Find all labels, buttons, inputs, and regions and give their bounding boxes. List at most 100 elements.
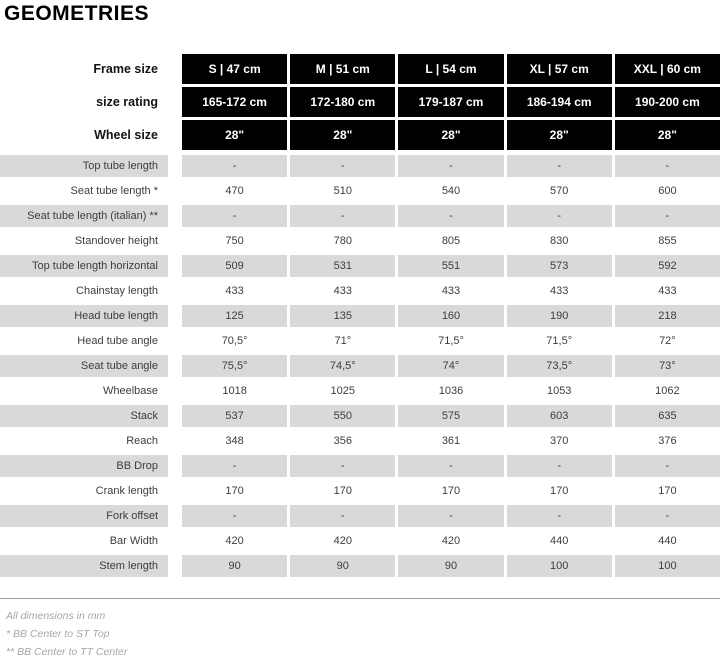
spec-value-cell: 635	[614, 405, 720, 427]
spec-row-label: Stack	[0, 405, 168, 427]
header-row-label: size rating	[96, 95, 158, 109]
spec-value-cell: 100	[614, 555, 720, 577]
size-rating-cell: 186-194 cm	[506, 87, 612, 117]
spec-row-label: Top tube length horizontal	[0, 255, 168, 277]
spec-value-cell: -	[506, 205, 612, 227]
header-row-wheel-size: Wheel size 28" 28" 28" 28" 28"	[0, 120, 720, 150]
spec-row-label: Fork offset	[0, 505, 168, 527]
spec-value-cell: -	[614, 155, 720, 177]
spec-value-cell: 420	[441, 535, 461, 547]
column-spacer	[171, 180, 179, 202]
spec-value-cell: 780	[333, 235, 352, 247]
spec-row-label: Standover height	[74, 235, 158, 247]
column-spacer	[171, 505, 179, 527]
spec-value-cell: 90	[290, 555, 396, 577]
column-spacer	[171, 155, 179, 177]
column-spacer	[171, 205, 179, 227]
spec-value-cell: 531	[290, 255, 396, 277]
spec-value-cell: -	[614, 205, 720, 227]
spec-row-stem-length: Stem length 90 90 90 100 100	[0, 555, 720, 577]
spec-row-label: Crank length	[95, 485, 158, 497]
size-rating-cell: 165-172 cm	[182, 87, 288, 117]
spec-value-cell: 170	[550, 485, 569, 497]
table-footnotes: All dimensions in mm * BB Center to ST T…	[0, 598, 720, 657]
spec-row-bar-width: Bar Width 420 420 420 440 440	[0, 530, 720, 552]
spec-value-cell: 71°	[334, 335, 352, 347]
spec-value-cell: -	[182, 155, 288, 177]
frame-size-cell: M | 51 cm	[290, 54, 396, 84]
spec-value-cell: 433	[441, 285, 461, 297]
spec-value-cell: 592	[614, 255, 720, 277]
spec-value-cell: 170	[441, 485, 461, 497]
spec-row-seat-tube-length-italian: Seat tube length (italian) ** - - - - -	[0, 205, 720, 227]
spec-value-cell: 1053	[546, 385, 572, 397]
column-spacer	[171, 530, 179, 552]
spec-value-cell: 1036	[438, 385, 464, 397]
spec-value-cell: 190	[506, 305, 612, 327]
spec-value-cell: 510	[333, 185, 352, 197]
spec-row-reach: Reach 348 356 361 370 376	[0, 430, 720, 452]
header-row-label: Wheel size	[94, 128, 158, 142]
spec-value-cell: 551	[398, 255, 504, 277]
spec-value-cell: 376	[658, 435, 677, 447]
spec-value-cell: 170	[333, 485, 352, 497]
spec-value-cell: 75,5°	[182, 355, 288, 377]
spec-row-label: Stem length	[0, 555, 168, 577]
spec-value-cell: 440	[658, 535, 677, 547]
column-spacer	[171, 87, 179, 117]
table-header: Frame size S | 47 cm M | 51 cm L | 54 cm XL …	[0, 54, 720, 150]
spec-value-cell: 1025	[330, 385, 356, 397]
column-spacer	[171, 280, 179, 302]
footnote-seat-tube: * BB Center to ST Top	[6, 628, 110, 640]
spec-value-cell: 74,5°	[290, 355, 396, 377]
spec-value-cell: 603	[506, 405, 612, 427]
spec-value-cell: 73,5°	[506, 355, 612, 377]
spec-value-cell: 100	[506, 555, 612, 577]
frame-size-cell: S | 47 cm	[182, 54, 288, 84]
spec-value-cell: 218	[614, 305, 720, 327]
column-spacer	[171, 455, 179, 477]
frame-size-cell: L | 54 cm	[398, 54, 504, 84]
column-spacer	[171, 480, 179, 502]
wheel-size-cell: 28"	[398, 120, 504, 150]
spec-value-cell: 537	[182, 405, 288, 427]
spec-value-cell: 830	[550, 235, 569, 247]
spec-value-cell: -	[506, 155, 612, 177]
table-body: Top tube length - - - - - Seat tube length * 47…	[0, 155, 720, 577]
spec-value-cell: 90	[182, 555, 288, 577]
footnote-seat-tube-italian: ** BB Center to TT Center	[6, 646, 128, 657]
column-spacer	[171, 54, 179, 84]
spec-value-cell: 420	[333, 535, 352, 547]
spec-value-cell: -	[614, 505, 720, 527]
spec-row-label: Seat tube length *	[70, 185, 158, 197]
geometry-table: Frame size S | 47 cm M | 51 cm L | 54 cm XL …	[0, 54, 720, 577]
column-spacer	[171, 255, 179, 277]
spec-value-cell: 170	[658, 485, 677, 497]
spec-row-seat-tube-length: Seat tube length * 470 510 540 570 600	[0, 180, 720, 202]
spec-row-label: Top tube length	[0, 155, 168, 177]
spec-value-cell: 805	[441, 235, 461, 247]
spec-row-seat-tube-angle: Seat tube angle 75,5° 74,5° 74° 73,5° 73°	[0, 355, 720, 377]
wheel-size-cell: 28"	[506, 120, 612, 150]
frame-size-cell: XL | 57 cm	[506, 54, 612, 84]
spec-value-cell: -	[290, 155, 396, 177]
spec-value-cell: 1062	[655, 385, 680, 397]
spec-value-cell: 855	[658, 235, 677, 247]
column-spacer	[171, 330, 179, 352]
column-spacer	[171, 355, 179, 377]
spec-value-cell: 575	[398, 405, 504, 427]
spec-row-standover-height: Standover height 750 780 805 830 855	[0, 230, 720, 252]
spec-value-cell: 361	[441, 435, 461, 447]
spec-value-cell: 73°	[614, 355, 720, 377]
spec-value-cell: -	[290, 205, 396, 227]
spec-value-cell: 348	[225, 435, 244, 447]
size-rating-cell: 179-187 cm	[398, 87, 504, 117]
spec-value-cell: 170	[225, 485, 244, 497]
spec-row-label: Reach	[126, 435, 158, 447]
spec-row-label: BB Drop	[0, 455, 168, 477]
page-title: GEOMETRIES	[4, 2, 150, 25]
spec-row-label: Seat tube length (italian) **	[0, 205, 168, 227]
spec-value-cell: 600	[658, 185, 677, 197]
column-spacer	[171, 120, 179, 150]
spec-row-crank-length: Crank length 170 170 170 170 170	[0, 480, 720, 502]
